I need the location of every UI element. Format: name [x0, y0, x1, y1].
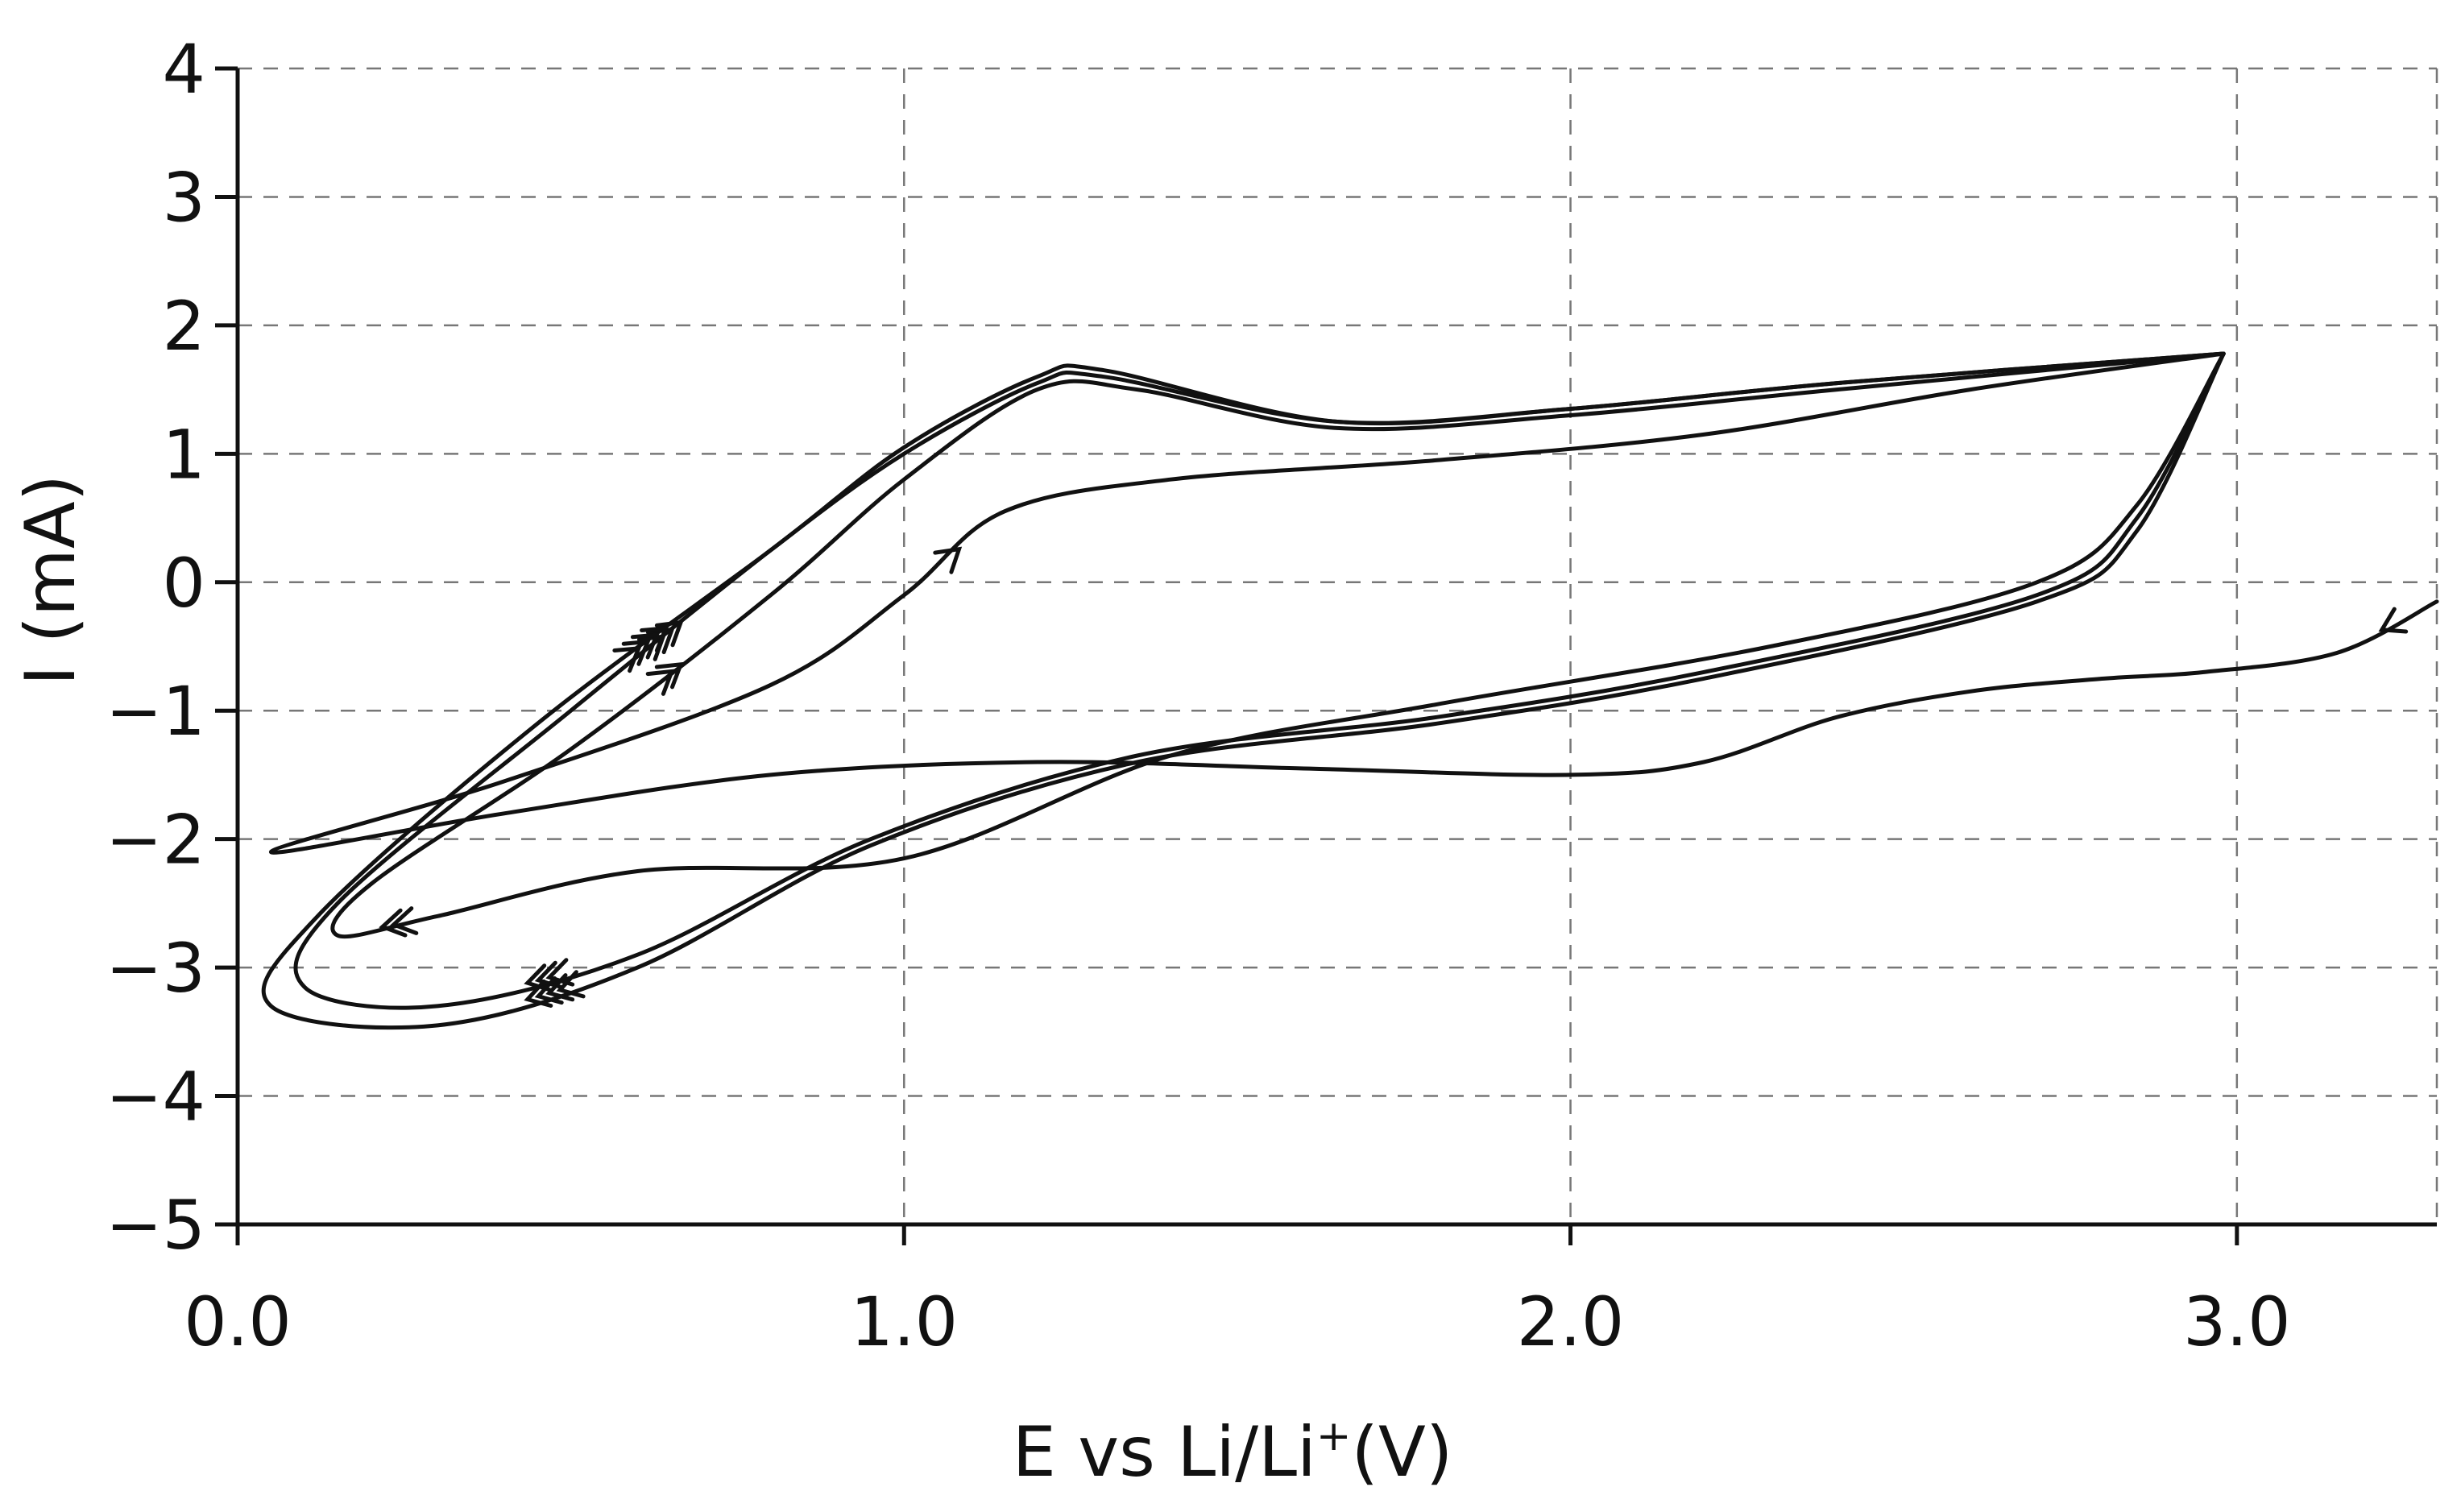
axis-layer: [235, 68, 2437, 1227]
x-tick-label: 0.0: [184, 1282, 292, 1361]
series-line-1: [268, 351, 2439, 855]
direction-arrow: [534, 976, 564, 1005]
x-tick-label: 3.0: [2183, 1282, 2291, 1361]
y-axis-label: I (mA): [10, 474, 91, 686]
y-tick-label: −2: [106, 801, 205, 880]
y-tick-label: 1: [163, 415, 205, 494]
y-tick-label: 2: [163, 287, 205, 366]
x-axis-label-unit: (V): [1351, 1412, 1452, 1493]
y-tick-label: 4: [163, 30, 205, 109]
direction-arrow: [2378, 607, 2409, 634]
x-axis-label-main: E vs Li/Li: [1013, 1412, 1316, 1493]
x-tick-label: 2.0: [1517, 1282, 1625, 1361]
direction-arrow: [545, 973, 575, 1002]
direction-arrow: [379, 908, 408, 938]
direction-arrow: [646, 627, 675, 655]
direction-arrow: [534, 960, 564, 990]
direction-arrow: [933, 546, 963, 574]
arrow-layer: [379, 546, 2409, 1008]
direction-arrow: [645, 669, 675, 696]
y-tick-label: 0: [163, 544, 205, 623]
direction-arrow: [524, 979, 553, 1008]
direction-arrow: [524, 963, 553, 992]
direction-arrow: [612, 645, 642, 673]
direction-arrow: [630, 632, 661, 660]
series-line-4: [261, 351, 2226, 1030]
direction-arrow: [654, 661, 684, 690]
direction-arrow: [556, 970, 586, 999]
x-axis-label-superscript: +: [1316, 1412, 1352, 1460]
series-line-2: [330, 351, 2226, 939]
direction-arrow: [390, 906, 419, 935]
x-tick-label: 1.0: [850, 1282, 958, 1361]
y-tick-label: −5: [106, 1186, 205, 1265]
y-tick-label: −4: [106, 1058, 205, 1137]
y-tick-label: 3: [163, 158, 205, 237]
y-tick-label: −1: [106, 672, 205, 751]
curve-layer: [261, 351, 2439, 1030]
direction-arrow: [654, 619, 684, 648]
y-tick-label: −3: [106, 929, 205, 1008]
direction-arrow: [640, 625, 669, 653]
direction-arrow: [621, 639, 651, 666]
tick-layer: 4 3 2 1 0 −1 −2 −3 −4 −5 0.0 1.0 2.0 3.0: [106, 30, 2290, 1361]
x-axis-label: E vs Li/Li+(V): [1013, 1412, 1453, 1493]
